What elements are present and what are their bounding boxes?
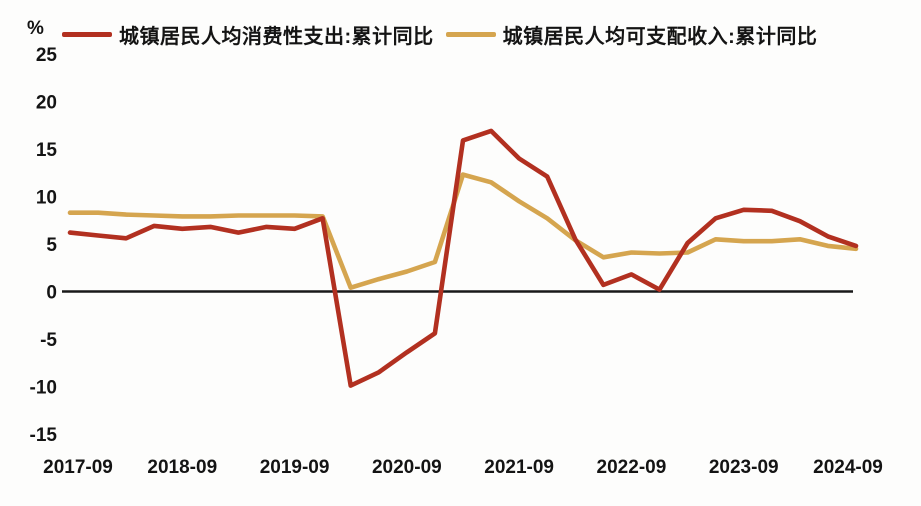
y-tick-label: -15 [30, 425, 58, 446]
legend-swatch-consumption [62, 32, 112, 37]
x-tick-label: 2023-09 [709, 457, 779, 478]
x-tick-label: 2018-09 [147, 457, 217, 478]
series-line-income [67, 172, 859, 291]
legend-item-consumption: 城镇居民人均消费性支出:累计同比 [62, 20, 434, 49]
y-tick-label: 0 [46, 283, 57, 304]
x-tick-label: 2022-09 [597, 457, 667, 478]
series-line-consumption [67, 128, 859, 388]
legend-swatch-income [445, 32, 496, 37]
y-tick-label: 10 [36, 188, 57, 209]
y-tick-label: -10 [30, 378, 57, 399]
legend: 城镇居民人均消费性支出:累计同比 城镇居民人均可支配收入:累计同比 [62, 20, 817, 49]
x-tick-label: 2021-09 [484, 457, 554, 478]
legend-label-income: 城镇居民人均可支配收入:累计同比 [502, 26, 818, 48]
y-tick-label: 5 [46, 235, 57, 256]
x-tick-label: 2017-09 [43, 457, 113, 478]
y-tick-label: 20 [36, 93, 57, 114]
legend-label-consumption: 城镇居民人均消费性支出:累计同比 [119, 26, 434, 48]
x-tick-label: 2019-09 [260, 457, 330, 478]
y-tick-label: 25 [36, 45, 58, 66]
y-tick-label: -5 [40, 330, 57, 351]
x-tick-label: 2024-09 [813, 457, 883, 478]
y-axis-unit-label: % [27, 18, 44, 39]
y-tick-label: 15 [36, 140, 58, 161]
legend-item-income: 城镇居民人均可支配收入:累计同比 [445, 20, 818, 49]
x-tick-label: 2020-09 [372, 457, 442, 478]
